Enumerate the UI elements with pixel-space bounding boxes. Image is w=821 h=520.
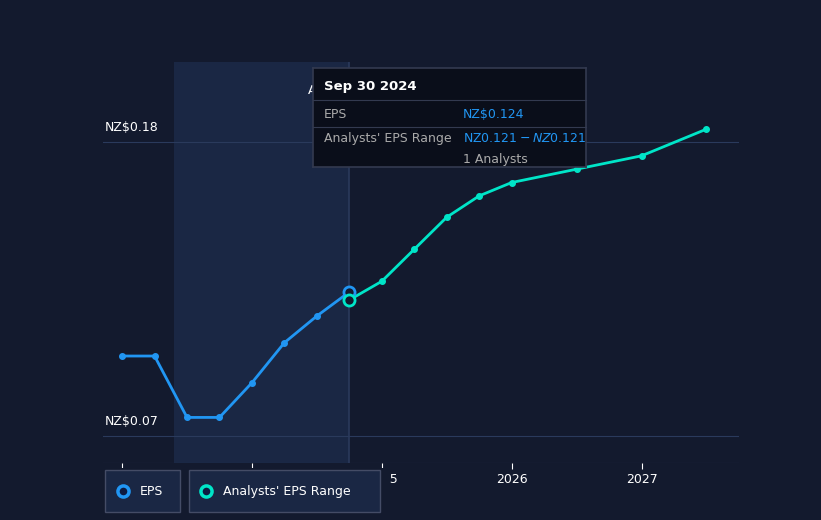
Text: NZ$0.18: NZ$0.18 <box>105 122 159 135</box>
Text: NZ$0.124: NZ$0.124 <box>463 108 525 121</box>
Text: NZ$0.07: NZ$0.07 <box>105 415 159 428</box>
Text: Sep 30 2024: Sep 30 2024 <box>323 80 416 93</box>
Text: Actual: Actual <box>308 84 346 97</box>
Text: 1 Analysts: 1 Analysts <box>463 153 528 166</box>
Text: NZ$0.121 - NZ$0.121: NZ$0.121 - NZ$0.121 <box>463 132 587 145</box>
Text: EPS: EPS <box>323 108 347 121</box>
Text: Analysts' EPS Range: Analysts' EPS Range <box>323 132 452 145</box>
Text: EPS: EPS <box>140 485 163 498</box>
Text: Analysts Forecasts: Analysts Forecasts <box>352 84 468 97</box>
FancyBboxPatch shape <box>105 470 180 513</box>
Bar <box>174 62 350 463</box>
FancyBboxPatch shape <box>189 470 380 513</box>
Text: Analysts' EPS Range: Analysts' EPS Range <box>222 485 351 498</box>
